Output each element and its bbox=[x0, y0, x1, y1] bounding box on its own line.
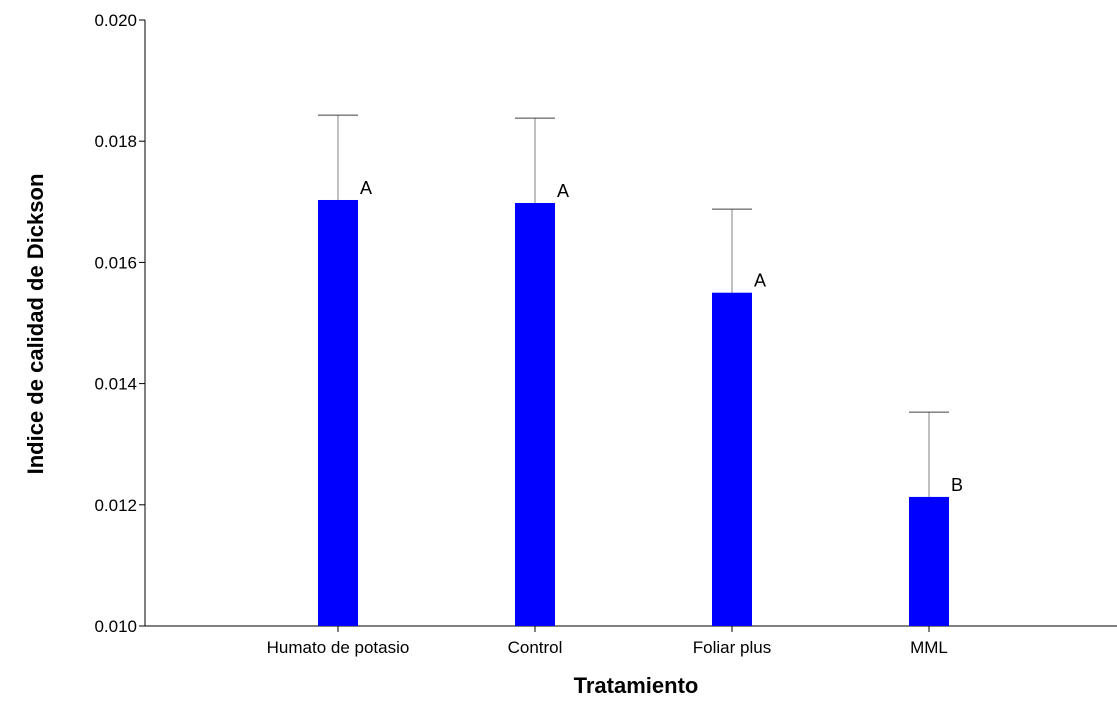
y-tick-label: 0.010 bbox=[94, 617, 137, 636]
significance-letter: B bbox=[951, 475, 963, 495]
y-tick-label: 0.018 bbox=[94, 132, 137, 151]
x-tick-label: Control bbox=[508, 638, 563, 657]
bar bbox=[712, 292, 752, 626]
y-tick-label: 0.012 bbox=[94, 496, 137, 515]
x-axis-title: Tratamiento bbox=[574, 673, 699, 698]
bars: A A A B bbox=[318, 114, 963, 626]
y-tick-label: 0.020 bbox=[94, 11, 137, 30]
y-axis: 0.010 0.012 0.014 0.016 0.018 0.020 bbox=[94, 11, 146, 636]
bar bbox=[909, 496, 949, 626]
x-axis: Humato de potasio Control Foliar plus MML bbox=[145, 625, 1117, 657]
y-tick-label: 0.016 bbox=[94, 253, 137, 272]
y-tick-label: 0.014 bbox=[94, 375, 137, 394]
x-tick-label: Foliar plus bbox=[693, 638, 771, 657]
x-tick-label: Humato de potasio bbox=[267, 638, 410, 657]
x-tick-label: MML bbox=[910, 638, 948, 657]
significance-letter: A bbox=[360, 178, 372, 198]
bar bbox=[318, 199, 358, 626]
significance-letter: A bbox=[754, 271, 766, 291]
bar bbox=[515, 203, 555, 626]
significance-letter: A bbox=[557, 181, 569, 201]
y-axis-title: Indice de calidad de Dickson bbox=[23, 174, 48, 475]
